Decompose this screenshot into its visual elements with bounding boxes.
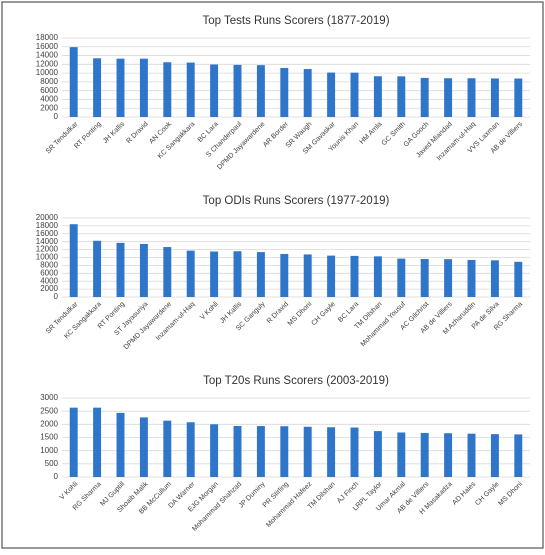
y-tick-label: 4000 [40,276,58,285]
y-tick-label: 14000 [36,237,59,246]
bar [186,250,195,297]
y-tick-label: 1000 [40,446,58,455]
bar [373,76,382,117]
y-tick-label: 0 [54,292,59,301]
y-tick-label: 2000 [40,284,58,293]
y-tick-label: 8000 [40,261,58,270]
y-tick-label: 6000 [40,268,58,277]
bar [490,260,499,297]
bar [490,78,499,117]
bar [397,432,406,477]
bar [444,433,453,477]
bar [373,431,382,477]
bar [350,255,359,297]
bar [280,67,289,117]
bar [163,247,172,297]
bar [210,424,219,477]
bar [139,417,148,477]
bar [256,426,265,477]
bar [186,422,195,477]
y-tick-label: 10000 [36,253,59,262]
chart-title: Top ODIs Runs Scorers (1977-2019) [203,195,390,207]
bar [116,242,125,297]
y-tick-label: 14000 [36,51,59,60]
bar [163,62,172,117]
bar [186,62,195,117]
bar [280,253,289,297]
bar [327,255,336,297]
bar [93,240,102,297]
bar [233,251,242,297]
bar [467,433,476,477]
y-tick-label: 6000 [40,86,58,95]
bar [467,259,476,297]
bar [490,434,499,477]
bar [350,427,359,477]
bar [420,432,429,477]
bar [116,58,125,117]
chart-title: Top T20s Runs Scorers (2003-2019) [203,375,389,387]
bar [420,259,429,297]
bar [327,72,336,117]
bar [303,254,312,297]
y-tick-label: 8000 [40,77,58,86]
y-tick-label: 0 [54,472,59,481]
y-tick-label: 2000 [40,419,58,428]
bar [444,259,453,297]
bar [69,407,78,477]
y-tick-label: 2500 [40,406,58,415]
bar [69,47,78,118]
bar [163,420,172,477]
y-tick-label: 18000 [36,221,59,230]
y-tick-label: 3000 [40,393,58,402]
bar [69,224,78,297]
bar [210,251,219,297]
y-tick-label: 4000 [40,95,58,104]
y-tick-label: 16000 [36,42,59,51]
bar [444,78,453,117]
bar [420,77,429,117]
bar [350,72,359,117]
y-tick-label: 18000 [36,33,59,42]
y-tick-label: 0 [54,112,59,121]
y-tick-label: 10000 [36,68,59,77]
bar [256,65,265,117]
bar [514,434,523,477]
bar [373,256,382,297]
bar [139,243,148,297]
chart-title: Top Tests Runs Scorers (1877-2019) [202,15,389,27]
bar [514,261,523,297]
bar [210,64,219,117]
y-tick-label: 1500 [40,433,58,442]
y-tick-label: 2000 [40,103,58,112]
bar [397,76,406,117]
y-tick-label: 12000 [36,245,59,254]
bar [467,78,476,117]
y-tick-label: 500 [45,459,59,468]
bar [256,252,265,297]
bar [327,427,336,477]
y-tick-label: 12000 [36,59,59,68]
bar [233,64,242,117]
bar [514,78,523,117]
bar [397,258,406,297]
y-tick-label: 16000 [36,229,59,238]
bar [303,426,312,477]
bar [93,58,102,117]
bar [303,69,312,117]
bar [93,407,102,477]
bar [233,426,242,477]
bar [280,426,289,477]
bar [139,58,148,117]
y-tick-label: 20000 [36,213,59,222]
bar [116,412,125,477]
